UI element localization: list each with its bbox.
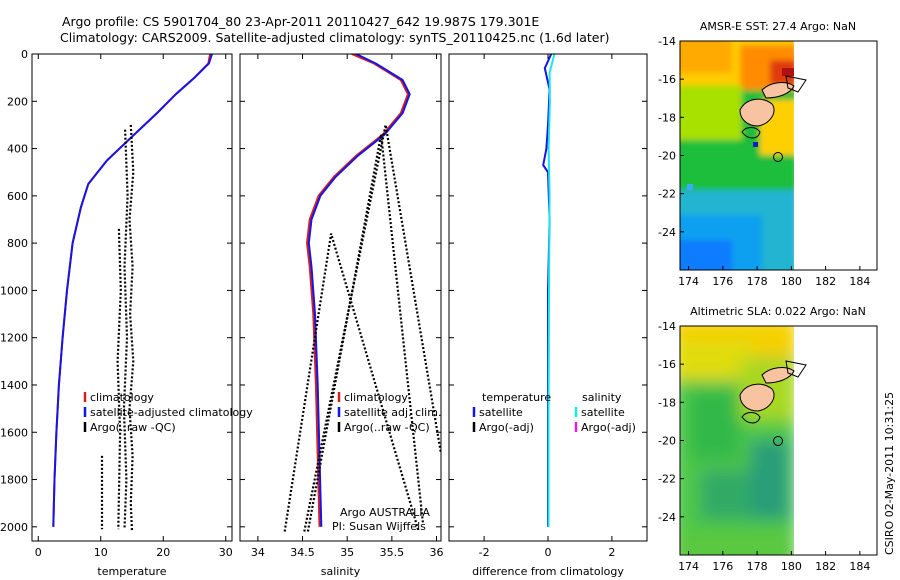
depth-tick-label-0: 0 (21, 48, 28, 61)
sla-map-xtick-label-4: 182 (815, 560, 836, 573)
difference-legend-title-temperature: temperature (482, 391, 551, 404)
temperature-xtick-label-2: 20 (156, 546, 170, 559)
depth-tick-label-5: 1000 (0, 284, 28, 297)
sst-map-ytick-label-3: -20 (658, 150, 676, 163)
temperature-xtick-label-3: 30 (219, 546, 233, 559)
temperature-series (52, 54, 213, 532)
difference-legend-title-salinity: salinity (582, 391, 622, 404)
salinity-xtick-label-3: 35.5 (380, 546, 405, 559)
sla-map-ytick-label-4: -22 (658, 473, 676, 486)
sla-map-ytick-label-3: -20 (658, 435, 676, 448)
depth-tick-label-9: 1800 (0, 474, 28, 487)
salinity-panel: 34 34.5 35 35.5 36 salinity climatology satelli… (239, 53, 444, 578)
temperature-xtick-label-1: 10 (94, 546, 108, 559)
figure-title-line1: Argo profile: CS 5901704_80 23-Apr-2011 … (62, 14, 539, 29)
temperature-line-3 (122, 129, 129, 530)
sla-map-xtick-label-0: 174 (678, 560, 699, 573)
sla-map-ytick-label-2: -18 (658, 396, 676, 409)
difference-legend-temp-1-label: Argo(-adj) (479, 421, 534, 434)
sst-map-ytick-label-0: -14 (658, 35, 676, 48)
temperature-frame (31, 53, 233, 542)
salinity-line-4 (306, 134, 425, 532)
sla-map-title: Altimetric SLA: 0.022 Argo: NaN (690, 305, 866, 318)
salinity-xlabel: salinity (321, 565, 361, 578)
difference-legend-temp-0-label: satellite (479, 406, 523, 419)
sst-map-panel: AMSR-E SST: 27.4 Argo: NaN (658, 20, 878, 288)
sst-map-xtick-label-0: 174 (678, 275, 699, 288)
sla-map-panel: Altimetric SLA: 0.022 Argo: NaN 174 176 (658, 305, 878, 573)
sst-map-field (680, 41, 877, 270)
depth-tick-label-1: 200 (7, 95, 28, 108)
difference-xlabel: difference from climatology (472, 565, 624, 578)
salinity-xtick-label-0: 34 (251, 546, 265, 559)
depth-tick-label-8: 1600 (0, 426, 28, 439)
temperature-line-1 (52, 54, 213, 527)
sla-map-ytick-label-0: -14 (658, 320, 676, 333)
sst-float-marker (773, 152, 783, 162)
difference-xtick-label-0: -2 (479, 546, 490, 559)
difference-series (542, 54, 556, 527)
sla-map-ytick-label-1: -16 (658, 358, 676, 371)
depth-tick-label-3: 600 (7, 190, 28, 203)
salinity-series (283, 54, 441, 532)
sla-map-field (680, 326, 877, 555)
sst-map-title: AMSR-E SST: 27.4 Argo: NaN (700, 20, 856, 33)
salinity-line-0 (305, 54, 409, 527)
sst-map-xtick-label-5: 184 (849, 275, 870, 288)
difference-line-1 (547, 54, 556, 527)
sst-map-ytick-label-1: -16 (658, 73, 676, 86)
salinity-xtick-label-2: 35 (340, 546, 354, 559)
salinity-annotation-line1: Argo AUSTRALIA (340, 506, 430, 519)
temperature-line-4 (116, 228, 122, 530)
difference-legend-sal-0-label: satellite (581, 406, 625, 419)
sst-map-coast (739, 75, 807, 139)
sla-map-xtick-label-5: 184 (849, 560, 870, 573)
difference-xtick-label-1: 0 (545, 546, 552, 559)
temperature-legend-1-label: satellite-adjusted climatology (90, 406, 253, 419)
difference-panel: -2 0 2 difference from climatology temperatu… (448, 53, 648, 578)
sla-float-marker (773, 436, 783, 446)
salinity-xtick-label-1: 34.5 (290, 546, 315, 559)
difference-xtick-label-2: 2 (608, 546, 615, 559)
salinity-frame (239, 53, 442, 542)
salinity-line-1 (307, 54, 411, 527)
sla-map-xtick-label-3: 180 (781, 560, 802, 573)
depth-tick-label-7: 1400 (0, 379, 28, 392)
salinity-line-3 (303, 124, 441, 532)
salinity-legend-1-label: satellite adj. clim. (344, 406, 441, 419)
sst-map-xtick-label-2: 178 (747, 275, 768, 288)
figure-title-line2: Climatology: CARS2009. Satellite-adjuste… (60, 30, 610, 45)
temperature-xtick-label-0: 0 (35, 546, 42, 559)
sst-map-xtick-label-1: 176 (712, 275, 733, 288)
difference-legend-sal-1-label: Argo(-adj) (581, 421, 636, 434)
sst-map-ytick-label-5: -24 (658, 226, 676, 239)
sla-map-xtick-label-1: 176 (712, 560, 733, 573)
sla-map-ytick-label-5: -24 (658, 511, 676, 524)
depth-tick-label-4: 800 (7, 237, 28, 250)
salinity-xtick-label-4: 36 (430, 546, 444, 559)
temperature-xlabel: temperature (97, 565, 166, 578)
temperature-panel: 0 10 20 30 0 200 400 600 800 1000 1200 1400 1600 1800… (0, 48, 253, 578)
footer-timestamp: CSIRO 02-May-2011 10:31:25 (883, 392, 896, 555)
sst-map-xtick-label-3: 180 (781, 275, 802, 288)
temperature-legend-0-label: climatology (90, 391, 154, 404)
salinity-line-2 (283, 233, 420, 532)
temperature-legend-2-label: Argo(..raw -QC) (90, 421, 176, 434)
salinity-legend-2-label: Argo(..raw -QC) (344, 421, 430, 434)
depth-tick-label-10: 2000 (0, 521, 28, 534)
temperature-line-2 (128, 124, 135, 532)
sst-map-xtick-label-4: 182 (815, 275, 836, 288)
sla-map-coast (739, 360, 807, 424)
sst-map-ytick-label-4: -22 (658, 188, 676, 201)
sst-map-ytick-label-2: -18 (658, 111, 676, 124)
salinity-annotation-line2: PI: Susan Wijffels (332, 520, 426, 533)
depth-tick-label-6: 1200 (0, 332, 28, 345)
depth-tick-label-2: 400 (7, 143, 28, 156)
salinity-legend-0-label: climatology (344, 391, 408, 404)
sla-map-xtick-label-2: 178 (747, 560, 768, 573)
